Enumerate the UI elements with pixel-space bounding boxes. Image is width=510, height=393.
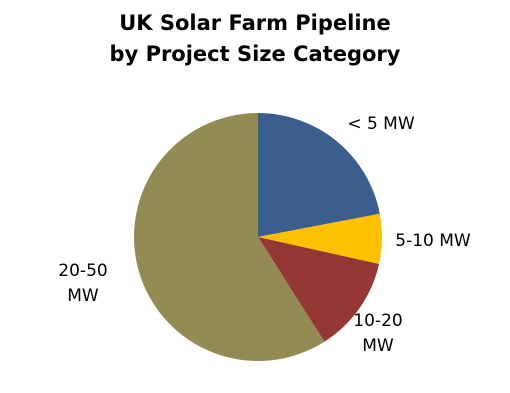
chart-title: UK Solar Farm Pipeline by Project Size C… — [109, 11, 401, 66]
slice-label: 5-10 MW — [395, 231, 471, 251]
pie-slice — [258, 213, 382, 265]
pie-slice — [258, 113, 380, 237]
pie-slice — [134, 112, 325, 361]
slice-label: 10-20 MW — [353, 311, 403, 356]
pie-slice — [258, 237, 380, 342]
slice-label: 20-50 MW — [58, 261, 108, 306]
slice-label: < 5 MW — [347, 114, 415, 134]
